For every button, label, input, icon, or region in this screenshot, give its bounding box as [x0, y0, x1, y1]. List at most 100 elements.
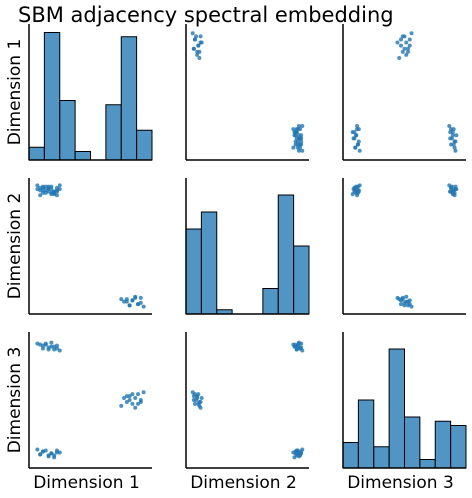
scatter-point: [197, 403, 202, 408]
scatter-point: [35, 187, 40, 192]
scatter-point: [46, 453, 51, 458]
scatter-point: [397, 56, 402, 60]
scatter-point: [450, 130, 455, 135]
hist-bar: [434, 420, 452, 469]
scatter-point: [191, 46, 196, 51]
y-axis-label: Dimension 2: [5, 193, 25, 300]
scatter-point: [46, 347, 51, 352]
hist-bar: [59, 100, 76, 161]
scatter-point: [294, 136, 299, 141]
scatter-point: [127, 303, 132, 308]
scatter-point: [454, 133, 459, 138]
scatter-point: [38, 193, 43, 198]
scatter-point: [448, 189, 453, 194]
scatter-point: [49, 340, 54, 345]
scatter-point: [46, 184, 51, 189]
scatter-point: [356, 139, 361, 144]
scatter-point: [57, 183, 62, 188]
scatter-point: [298, 346, 303, 351]
scatter-point: [406, 46, 411, 51]
scatter-point: [194, 34, 199, 39]
scatter-point: [196, 43, 201, 48]
scatter-point: [119, 297, 124, 302]
scatter-point: [124, 399, 129, 404]
scatter-point: [400, 34, 405, 39]
scatter-point: [133, 294, 138, 299]
scatter-point: [54, 448, 59, 453]
scatter-point: [402, 46, 407, 51]
scatter-point: [294, 448, 299, 453]
scatter-point: [195, 52, 200, 57]
scatter-point: [350, 130, 355, 135]
scatter-point: [354, 133, 359, 138]
scatter-point: [136, 401, 141, 406]
scatter-point: [404, 294, 409, 299]
scatter-point: [406, 49, 411, 54]
scatter-point: [295, 452, 300, 457]
scatter-point: [296, 124, 301, 128]
scatter-point: [199, 40, 204, 45]
scatter-point: [398, 43, 403, 48]
y-axis-label: Dimension 3: [5, 347, 25, 454]
scatter-point: [138, 295, 143, 300]
scatter-point: [199, 396, 204, 401]
scatter-point: [127, 394, 132, 399]
scatter-point: [43, 341, 48, 346]
scatter-point: [122, 299, 127, 304]
scatter-point: [292, 455, 297, 460]
scatter-point: [38, 342, 43, 347]
scatter-point: [397, 297, 402, 302]
scatter-point: [400, 295, 405, 300]
scatter-point: [300, 124, 305, 128]
scatter-point: [400, 49, 405, 54]
scatter-point: [402, 303, 407, 308]
scatter-point: [406, 303, 411, 308]
scatter-point: [141, 390, 146, 395]
scatter-point: [192, 37, 197, 42]
scatter-point: [191, 398, 196, 402]
hist-bar: [120, 36, 138, 161]
scatter-point: [54, 188, 59, 193]
scatter-point: [130, 298, 135, 303]
scatter-point: [404, 52, 409, 57]
scatter-point: [54, 343, 59, 348]
scatter-point: [52, 347, 57, 352]
scatter-point: [296, 133, 301, 138]
scatter-point: [300, 447, 305, 452]
hist-bar: [404, 416, 421, 469]
scatter-point: [40, 449, 45, 454]
scatter-point: [190, 31, 195, 36]
scatter-point: [57, 348, 62, 353]
scatter-point: [197, 56, 202, 60]
scatter-point: [122, 396, 127, 401]
scatter-point: [450, 133, 455, 138]
scatter-point: [43, 184, 48, 189]
scatter-point: [295, 145, 300, 150]
scatter-point: [356, 127, 361, 132]
scatter-point: [52, 455, 57, 460]
scatter-point: [292, 133, 297, 138]
scatter-point: [133, 396, 138, 401]
scatter-point: [130, 392, 135, 397]
scatter-point: [130, 401, 135, 406]
scatter-point: [451, 127, 456, 132]
hist-bar: [200, 211, 218, 315]
hist-bar: [185, 228, 202, 315]
scatter-point: [190, 390, 195, 395]
scatter-point: [35, 447, 40, 452]
hist-bar: [277, 194, 295, 315]
scatter-point: [451, 188, 456, 193]
scatter-point: [141, 304, 146, 309]
scatter-point: [355, 142, 360, 147]
scatter-point: [133, 405, 138, 410]
scatter-point: [452, 145, 457, 150]
scatter-point: [453, 184, 458, 189]
hist-bar: [136, 129, 153, 161]
scatter-point: [192, 401, 197, 406]
scatter-point: [195, 49, 200, 54]
scatter-point: [404, 40, 409, 45]
scatter-point: [299, 136, 304, 141]
scatter-point: [136, 392, 141, 397]
scatter-point: [299, 139, 304, 144]
scatter-point: [138, 399, 143, 404]
